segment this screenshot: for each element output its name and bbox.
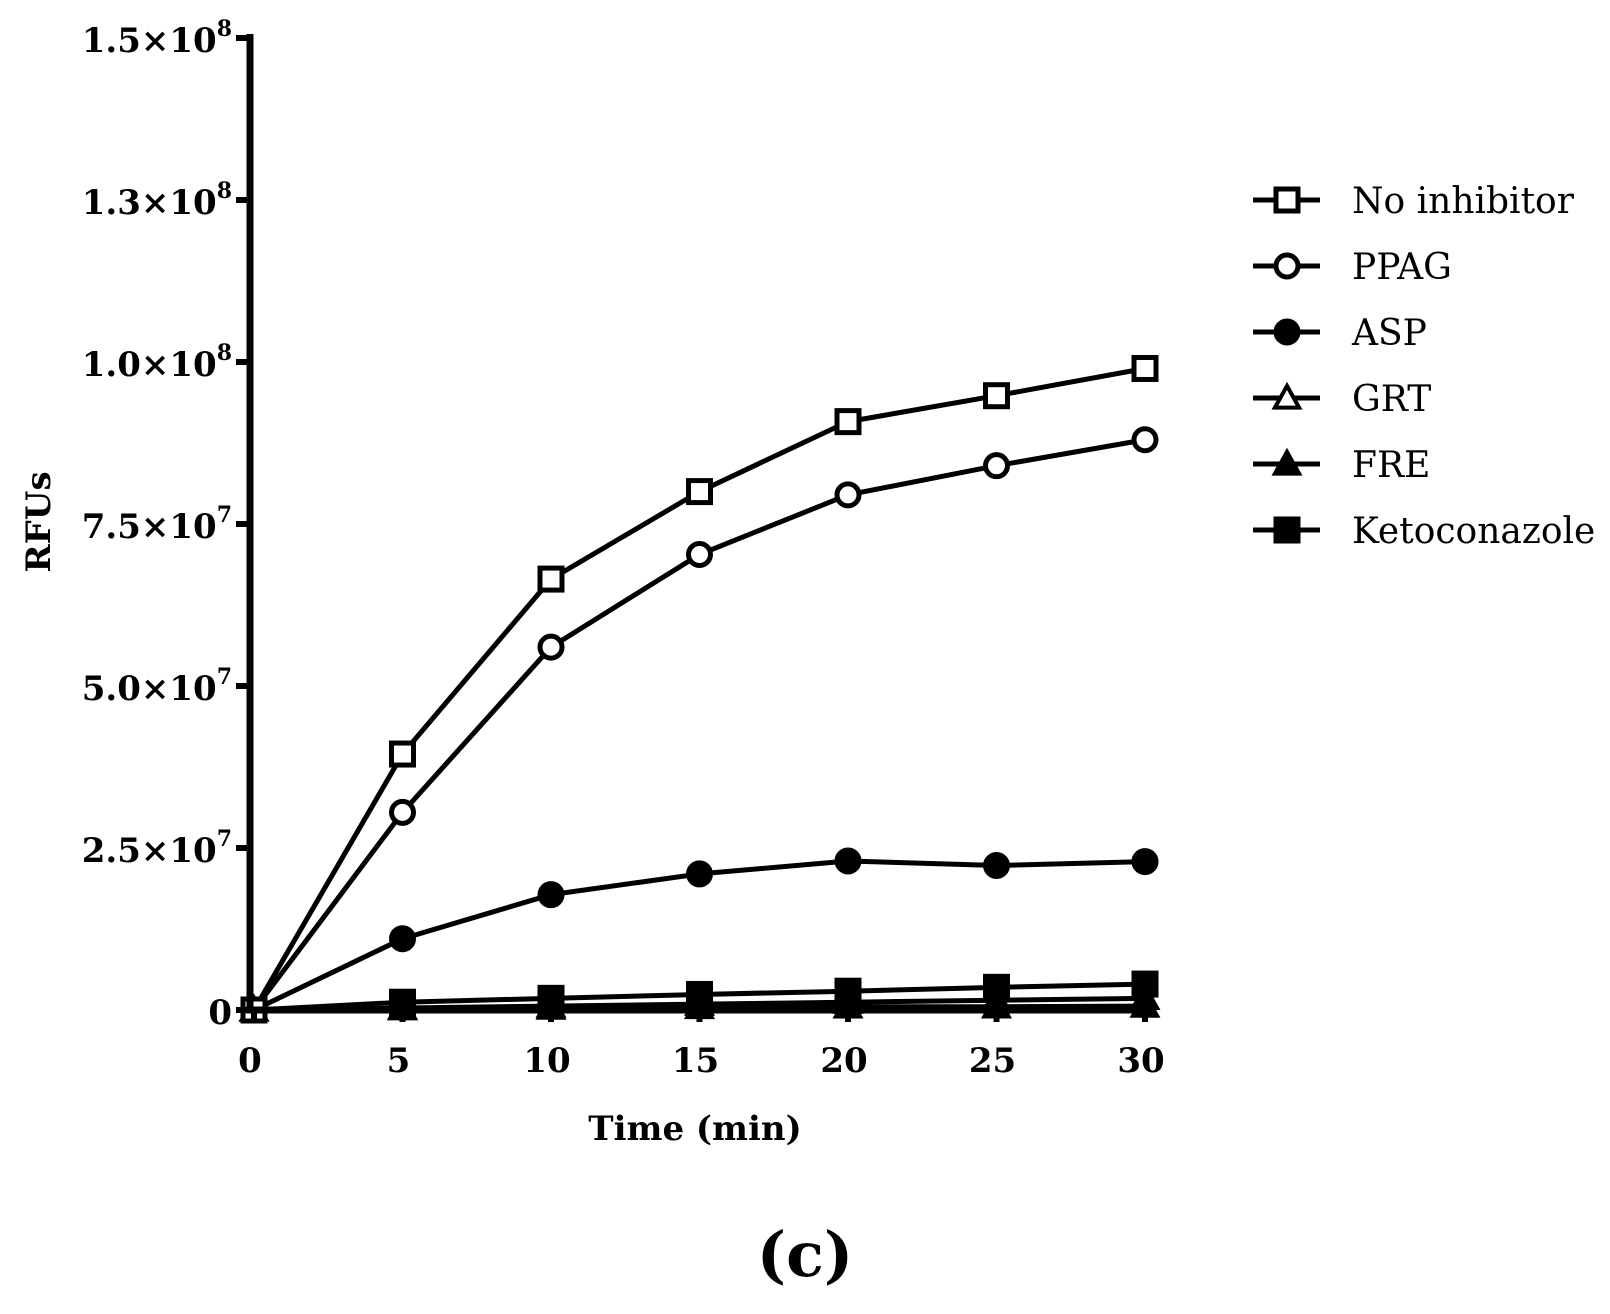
x-tick-label: 30 — [1117, 1041, 1164, 1081]
x-tick-label: 25 — [969, 1041, 1016, 1081]
y-tick-label: 7.5×107 — [82, 502, 232, 547]
legend-marker — [1273, 516, 1301, 544]
data-point-no-inhibitor — [1131, 354, 1159, 382]
data-point-asp — [686, 860, 713, 888]
data-point-no-inhibitor — [834, 408, 862, 436]
legend-item: Ketoconazole — [1253, 511, 1595, 552]
legend-label: GRT — [1352, 379, 1431, 420]
legend-item: GRT — [1253, 379, 1431, 420]
data-point-asp — [537, 881, 565, 909]
legend-marker — [1273, 252, 1301, 280]
data-point-ppag — [389, 798, 416, 826]
x-tick-label: 0 — [238, 1041, 262, 1081]
x-tick-label: 15 — [672, 1041, 719, 1081]
data-point-ppag — [1131, 426, 1159, 454]
data-point-no-inhibitor — [537, 565, 565, 593]
legend-item: FRE — [1253, 445, 1430, 486]
y-tick-label: 1.5×108 — [82, 16, 232, 61]
legend-item: ASP — [1253, 313, 1427, 354]
legend-label: No inhibitor — [1352, 181, 1575, 222]
x-tick-label: 20 — [820, 1041, 867, 1081]
ticks-layer: 0 5 10 15 20 25 30 0 2.5×107 5.0×107 7.5×107 1.0×10… — [82, 16, 1165, 1081]
y-axis-title: RFUs — [19, 471, 59, 572]
data-point-ppag — [537, 633, 565, 661]
x-tick-label: 5 — [387, 1041, 411, 1081]
data-point-no-inhibitor — [389, 740, 416, 768]
y-tick-label: 5.0×107 — [82, 664, 232, 709]
data-point-ketoconazole — [686, 980, 713, 1008]
x-tick-label: 10 — [523, 1041, 570, 1081]
legend-label: FRE — [1352, 445, 1430, 486]
data-point-asp — [983, 851, 1010, 879]
series-line-ppag — [252, 437, 1146, 1012]
data-point-ketoconazole — [537, 984, 565, 1012]
data-point-asp — [834, 847, 862, 875]
legend-label: Ketoconazole — [1352, 511, 1595, 552]
panel-label: (c) — [757, 1218, 853, 1291]
x-axis-title: Time (min) — [588, 1109, 801, 1149]
data-point-ppag — [686, 540, 713, 568]
legend-label: PPAG — [1352, 247, 1452, 288]
legend-item: PPAG — [1253, 247, 1452, 288]
legend: No inhibitor PPAG ASP GRT FRE Ketoconazole — [1253, 181, 1595, 552]
data-point-asp — [1131, 848, 1159, 876]
data-point-asp — [389, 925, 416, 953]
data-point-no-inhibitor — [686, 478, 713, 506]
y-tick-label: 1.3×108 — [82, 178, 232, 223]
data-point-ppag — [834, 481, 862, 509]
data-point-ppag — [983, 452, 1010, 480]
legend-marker — [1273, 318, 1301, 346]
data-point-ketoconazole — [1131, 970, 1159, 998]
y-tick-label: 1.0×108 — [82, 340, 232, 385]
legend-marker — [1271, 447, 1303, 476]
legend-label: ASP — [1351, 313, 1427, 354]
series-layer — [238, 354, 1161, 1024]
data-point-ketoconazole — [983, 973, 1010, 1001]
y-tick-label: 2.5×107 — [82, 826, 232, 871]
legend-marker — [1271, 381, 1303, 410]
legend-item: No inhibitor — [1253, 181, 1575, 222]
data-point-ketoconazole — [834, 977, 862, 1005]
data-point-no-inhibitor — [983, 382, 1010, 410]
legend-marker — [1273, 186, 1301, 214]
y-tick-label: 0 — [208, 993, 232, 1033]
